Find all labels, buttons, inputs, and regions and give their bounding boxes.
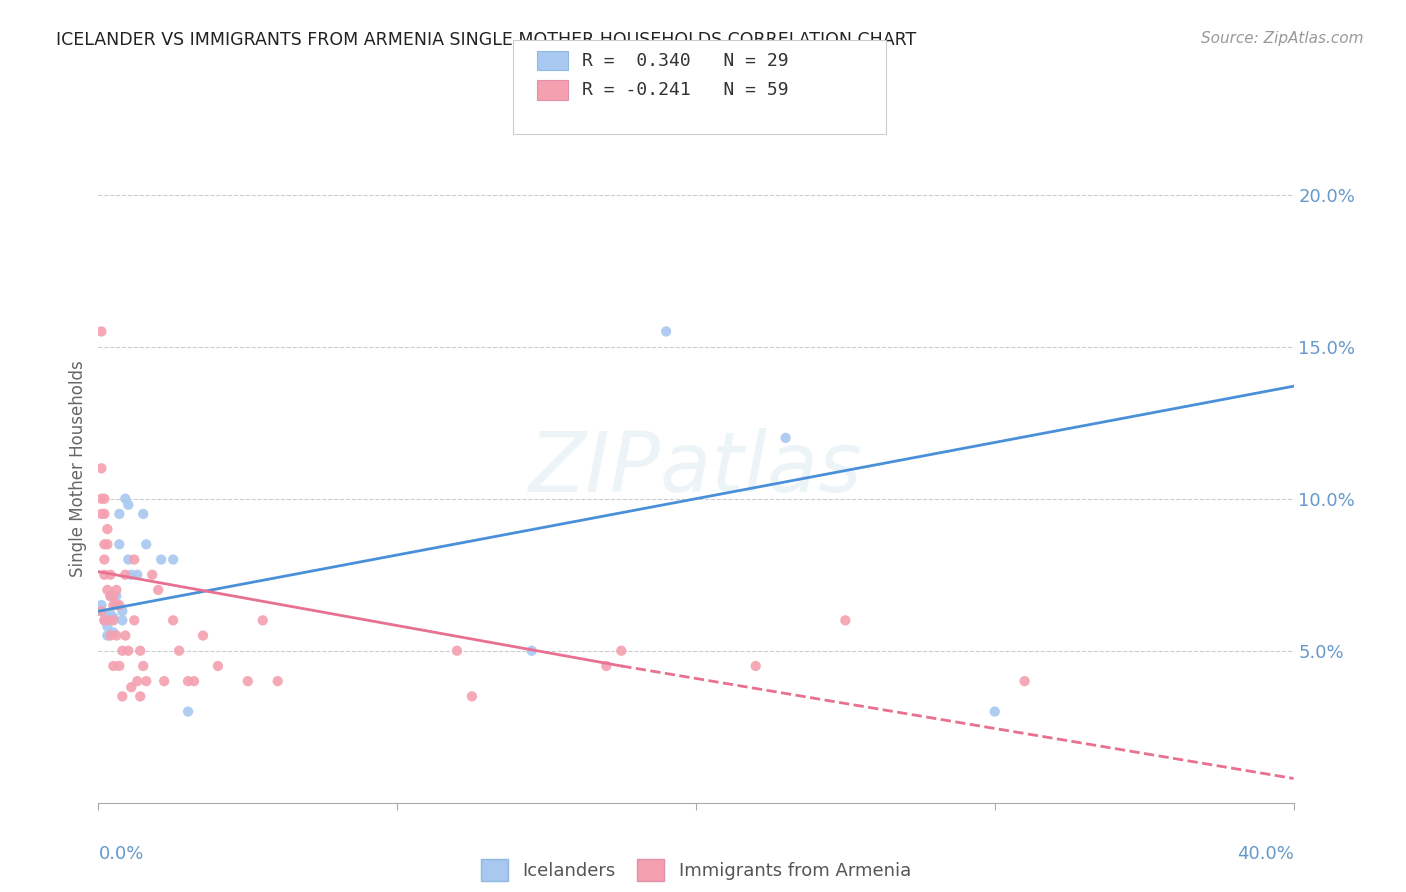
Text: Source: ZipAtlas.com: Source: ZipAtlas.com [1201,31,1364,46]
Point [520,644,543,658]
Point [96,582,118,597]
Point [135,674,157,689]
Point [108,659,131,673]
Point [96,619,118,633]
Point [446,644,468,658]
Point [100,589,122,603]
Point [103,598,125,612]
Point [93,552,115,566]
Point [103,625,125,640]
Point [127,567,149,582]
Point [207,659,229,673]
Point [117,498,139,512]
Point [108,507,131,521]
Point [105,628,128,642]
Point [93,537,115,551]
Point [141,567,163,582]
Point [100,589,122,603]
Point [108,598,131,612]
Point [775,431,797,445]
Point [655,325,678,339]
Point [124,552,146,566]
Point [96,628,118,642]
Point [111,604,134,618]
Point [150,552,173,566]
Point [90,325,112,339]
Point [120,680,142,694]
Point [93,491,115,506]
Point [148,582,170,597]
Point [103,589,125,603]
Point [96,522,118,536]
Point [132,659,155,673]
Point [111,644,134,658]
Point [191,628,214,642]
Point [236,674,259,689]
Point [90,604,112,618]
Point [167,644,190,658]
Point [132,507,155,521]
Legend: Icelanders, Immigrants from Armenia: Icelanders, Immigrants from Armenia [481,859,911,880]
Point [127,674,149,689]
Point [120,567,142,582]
Point [183,674,205,689]
Point [834,613,856,627]
Point [90,598,112,612]
Point [100,628,122,642]
Point [252,613,274,627]
Point [108,537,131,551]
Point [114,628,136,642]
Text: R =  0.340   N = 29: R = 0.340 N = 29 [582,52,789,70]
Point [90,461,112,475]
Point [96,537,118,551]
Point [595,659,617,673]
Point [117,644,139,658]
Text: R = -0.241   N = 59: R = -0.241 N = 59 [582,81,789,99]
Point [100,607,122,622]
Point [93,613,115,627]
Point [93,507,115,521]
Point [267,674,290,689]
Point [111,613,134,627]
Point [745,659,768,673]
Point [610,644,633,658]
Y-axis label: Single Mother Households: Single Mother Households [69,360,87,576]
Point [100,567,122,582]
Text: 40.0%: 40.0% [1237,846,1294,863]
Point [90,507,112,521]
Point [984,705,1007,719]
Point [124,613,146,627]
Point [96,610,118,624]
Point [461,690,484,704]
Point [93,567,115,582]
Point [105,582,128,597]
Point [162,613,184,627]
Point [114,567,136,582]
Point [111,690,134,704]
Point [129,690,152,704]
Point [177,674,200,689]
Point [177,705,200,719]
Point [117,552,139,566]
Point [162,552,184,566]
Point [105,598,128,612]
Text: 0.0%: 0.0% [98,846,143,863]
Point [129,644,152,658]
Point [114,491,136,506]
Point [153,674,176,689]
Point [103,659,125,673]
Text: ZIPatlas: ZIPatlas [529,428,863,508]
Point [96,613,118,627]
Point [103,610,125,624]
Point [90,491,112,506]
Point [1014,674,1036,689]
Text: ICELANDER VS IMMIGRANTS FROM ARMENIA SINGLE MOTHER HOUSEHOLDS CORRELATION CHART: ICELANDER VS IMMIGRANTS FROM ARMENIA SIN… [56,31,917,49]
Point [105,589,128,603]
Point [135,537,157,551]
Point [103,613,125,627]
Point [93,613,115,627]
Point [90,604,112,618]
